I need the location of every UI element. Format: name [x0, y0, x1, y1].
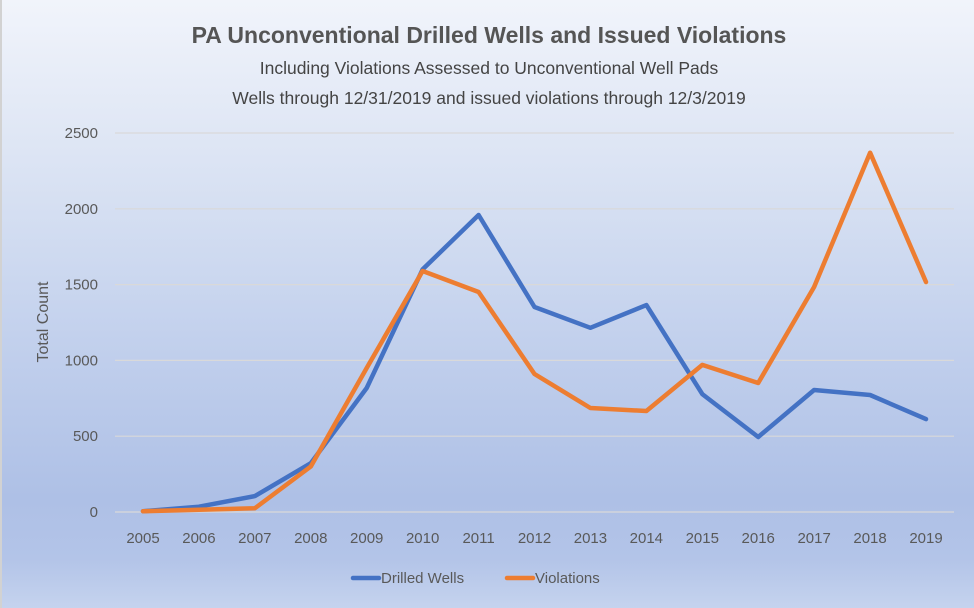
x-tick-label: 2019: [909, 530, 942, 547]
x-tick-label: 2006: [182, 530, 215, 547]
legend-label: Drilled Wells: [381, 570, 464, 587]
x-tick-label: 2015: [686, 530, 719, 547]
x-tick-label: 2016: [742, 530, 775, 547]
y-tick-label: 1000: [65, 352, 98, 369]
y-tick-label: 0: [90, 504, 98, 521]
y-axis-title: Total Count: [35, 281, 52, 362]
y-tick-label: 2500: [65, 125, 98, 142]
legend-item: Violations: [504, 570, 600, 587]
x-tick-label: 2014: [630, 530, 663, 547]
y-tick-label: 500: [73, 428, 98, 445]
x-tick-label: 2018: [853, 530, 886, 547]
gridlines: [115, 132, 954, 513]
x-tick-label: 2005: [126, 530, 159, 547]
x-tick-label: 2013: [574, 530, 607, 547]
chart-subtitle-2: Wells through 12/31/2019 and issued viol…: [232, 88, 745, 108]
y-tick-label: 2000: [65, 201, 98, 218]
x-tick-label: 2012: [518, 530, 551, 547]
x-tick-label: 2007: [238, 530, 271, 547]
x-tick-labels: 2005 2006 2007 2008 2009 2010 2011 2012 2013 2014…: [126, 530, 942, 547]
x-tick-label: 2009: [350, 530, 383, 547]
legend: Drilled Wells Violations: [350, 570, 600, 587]
chart-title: PA Unconventional Drilled Wells and Issu…: [192, 22, 787, 48]
legend-item: Drilled Wells: [350, 570, 464, 587]
x-tick-label: 2011: [462, 530, 494, 547]
legend-label: Violations: [535, 570, 600, 587]
series-line-violations: [140, 150, 929, 514]
chart-subtitle-1: Including Violations Assessed to Unconve…: [260, 58, 719, 78]
y-tick-label: 1500: [65, 277, 98, 294]
x-tick-label: 2017: [797, 530, 830, 547]
x-tick-label: 2008: [294, 530, 327, 547]
series-line-drilled-wells: [140, 212, 929, 514]
y-tick-labels: 0 500 1000 1500 2000 2500: [65, 125, 98, 521]
series-lines: [140, 150, 929, 514]
x-tick-label: 2010: [406, 530, 439, 547]
